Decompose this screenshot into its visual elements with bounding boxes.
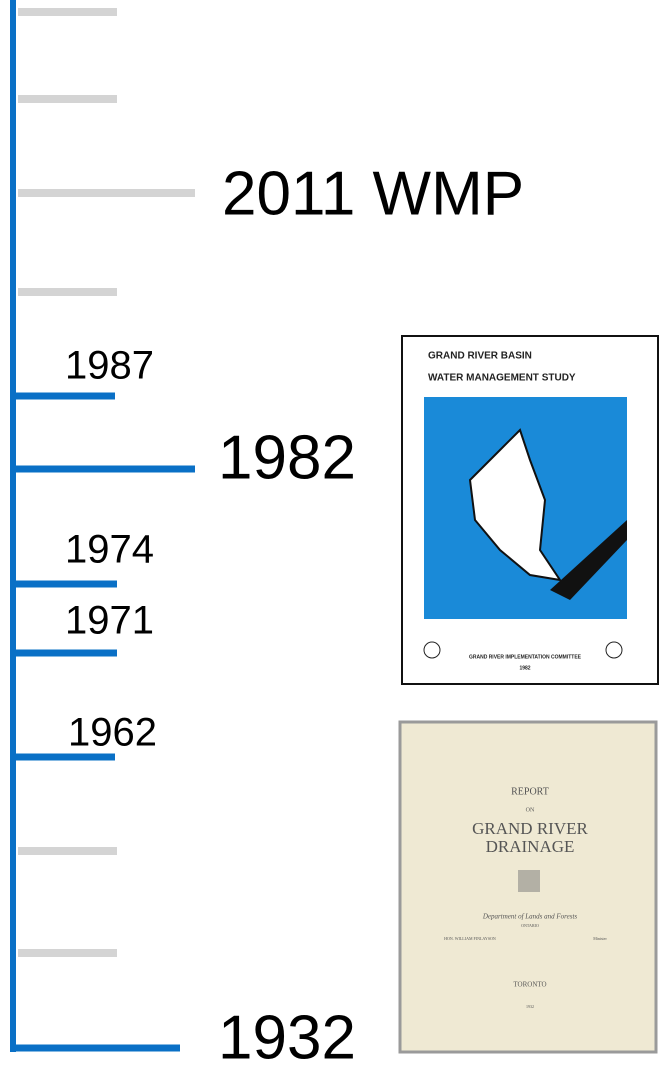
cover-city: TORONTO <box>513 981 546 989</box>
minor-ticks <box>18 12 195 953</box>
label: 1982 <box>218 423 356 492</box>
cover-1982: GRAND RIVER BASIN WATER MANAGEMENT STUDY… <box>402 336 658 684</box>
label: 1962 <box>68 711 157 755</box>
cover-minister-title: Minister <box>593 936 607 941</box>
label: 1932 <box>218 1003 356 1069</box>
cover-1932: REPORT ON GRAND RIVER DRAINAGE Departmen… <box>400 722 656 1052</box>
cover-footer: GRAND RIVER IMPLEMENTATION COMMITTEE <box>469 654 582 660</box>
cover-region: ONTARIO <box>521 923 539 928</box>
crest <box>518 870 540 892</box>
label: 2011 WMP <box>222 159 524 228</box>
cover-title: DRAINAGE <box>486 837 575 856</box>
cover-year: 1982 <box>519 665 530 671</box>
cover-title: WATER MANAGEMENT STUDY <box>428 373 576 384</box>
cover-title: GRAND RIVER BASIN <box>428 351 532 362</box>
label: 1974 <box>65 528 154 572</box>
cover-minister: HON. WILLIAM FINLAYSON <box>444 936 496 941</box>
cover-line: ON <box>526 807 535 813</box>
page: {"timeline": {"labels": [ {"text": "2011… <box>0 0 662 1069</box>
label: 1987 <box>65 344 154 388</box>
cover-year: 1932 <box>526 1004 534 1009</box>
label: 1971 <box>65 599 154 643</box>
cover-title: GRAND RIVER <box>472 819 588 838</box>
cover-dept: Department of Lands and Forests <box>482 913 578 921</box>
timeline-diagram: 2011 WMP 1987 1982 1974 1971 1962 1932 G… <box>0 0 662 1069</box>
cover-line: REPORT <box>511 786 549 797</box>
